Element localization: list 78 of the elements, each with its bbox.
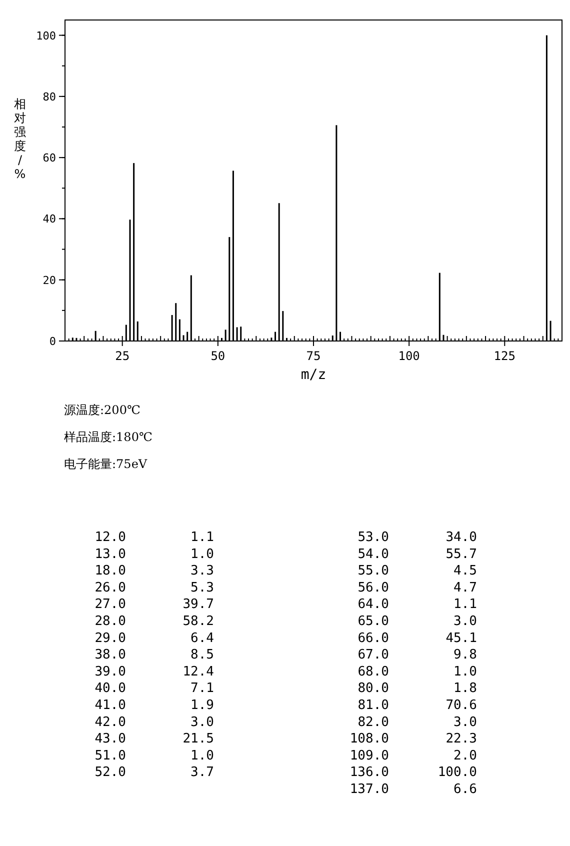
y-tick-label: 40	[42, 212, 56, 226]
text: 39.0	[94, 664, 126, 680]
text: 3.0	[454, 714, 477, 730]
text: 9.8	[454, 648, 477, 663]
x-tick-label: 25	[115, 349, 130, 363]
text: 52.0	[94, 765, 126, 780]
text: 样品温度:180℃	[64, 430, 152, 444]
y-axis-title: 相对强度/%	[14, 97, 26, 181]
text: 45.1	[446, 630, 477, 646]
text: 43.0	[94, 732, 126, 747]
text: 3.7	[190, 765, 214, 780]
text: 1.1	[190, 530, 214, 545]
text: 5.3	[190, 580, 214, 596]
text: 6.4	[190, 630, 214, 646]
text: 40.0	[94, 681, 126, 696]
x-tick-label: 125	[494, 349, 516, 363]
text: 1.0	[454, 664, 477, 680]
text: 4.7	[454, 580, 477, 596]
text: 21.5	[182, 732, 214, 747]
text: 66.0	[358, 630, 389, 646]
text: 55.7	[446, 546, 477, 562]
y-tick-label: 60	[42, 152, 56, 165]
text: 42.0	[94, 714, 126, 730]
text: 81.0	[358, 698, 389, 713]
text: 18.0	[94, 564, 126, 579]
text: 1.0	[190, 546, 214, 562]
text: 27.0	[94, 597, 126, 612]
text: 4.5	[454, 564, 477, 579]
x-tick-label: 75	[306, 349, 321, 363]
text: 136.0	[350, 765, 389, 780]
text: 67.0	[358, 648, 389, 663]
y-tick-label: 100	[36, 29, 56, 42]
text: 56.0	[358, 580, 389, 596]
y-tick-label: 80	[42, 90, 56, 104]
x-tick-label: 100	[398, 349, 420, 363]
text: 109.0	[350, 748, 389, 764]
text: 8.5	[190, 648, 214, 663]
text: 51.0	[94, 748, 126, 764]
text: 3.3	[190, 564, 214, 579]
y-tick-label: 0	[49, 335, 56, 348]
text: 108.0	[350, 732, 389, 747]
text: 39.7	[182, 597, 214, 612]
text: 64.0	[358, 597, 389, 612]
text: 41.0	[94, 698, 126, 713]
text: 1.1	[454, 597, 477, 612]
text: 电子能量:75eV	[64, 457, 148, 471]
text: 54.0	[358, 546, 389, 562]
text: 3.0	[190, 714, 214, 730]
text: 1.9	[190, 698, 214, 713]
text: 28.0	[94, 614, 126, 629]
text: 100.0	[438, 765, 477, 780]
text: 58.2	[182, 614, 214, 629]
x-tick-label: 50	[210, 349, 226, 363]
text: 6.6	[454, 782, 477, 797]
text: 12.4	[182, 664, 214, 680]
y-tick-label: 20	[42, 274, 56, 287]
text: 137.0	[350, 782, 389, 797]
text: 29.0	[94, 630, 126, 646]
text: 65.0	[358, 614, 389, 629]
text: 2.0	[454, 748, 477, 764]
text: 68.0	[358, 664, 389, 680]
text: 55.0	[358, 564, 389, 579]
text: 80.0	[358, 681, 389, 696]
text: 70.6	[446, 698, 477, 713]
text: 38.0	[94, 648, 126, 663]
text: 53.0	[358, 530, 389, 545]
text: 26.0	[94, 580, 126, 596]
text: 源温度:200℃	[64, 403, 140, 417]
text: 13.0	[94, 546, 126, 562]
text: 82.0	[358, 714, 389, 730]
text: 22.3	[446, 732, 477, 747]
text: 34.0	[446, 530, 477, 545]
text: 12.0	[94, 530, 126, 545]
x-axis-title: m/z	[300, 367, 326, 383]
text: 1.0	[190, 748, 214, 764]
text: 1.8	[454, 681, 477, 696]
text: 3.0	[454, 614, 477, 629]
text: 7.1	[190, 681, 214, 696]
